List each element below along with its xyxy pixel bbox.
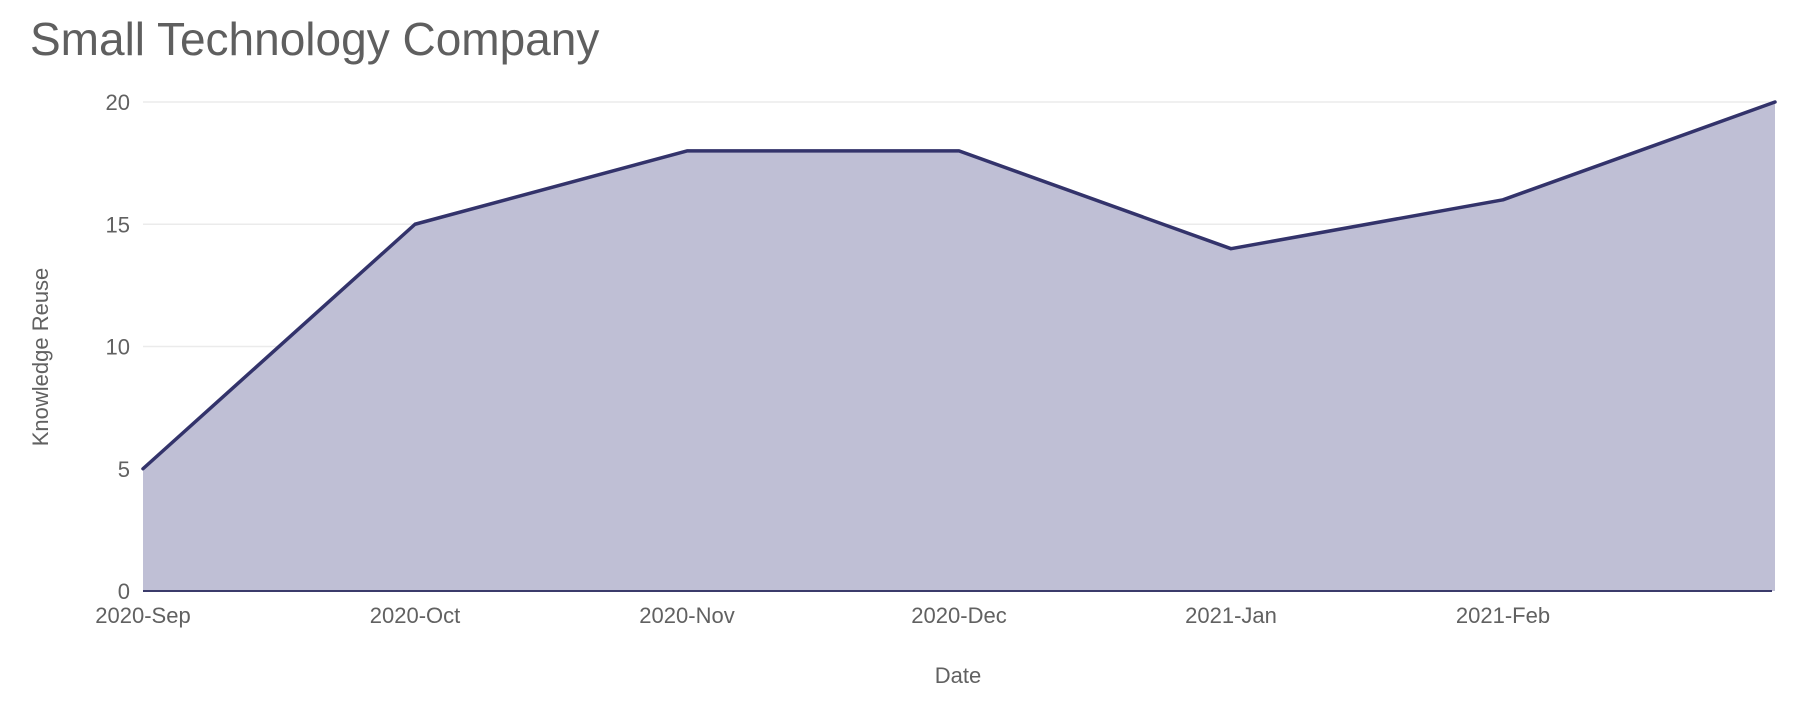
x-tick-label: 2020-Dec	[911, 603, 1006, 628]
x-tick-label: 2020-Sep	[95, 603, 190, 628]
y-axis-label: Knowledge Reuse	[28, 268, 53, 447]
area-fill	[143, 102, 1775, 591]
x-tick-labels: 2020-Sep 2020-Oct 2020-Nov 2020-Dec 2021-Jan…	[95, 603, 1550, 628]
y-tick-label: 15	[106, 212, 130, 237]
series-line	[141, 100, 1777, 471]
chart-title: Small Technology Company	[30, 13, 600, 65]
x-tick-label: 2020-Nov	[639, 603, 734, 628]
y-tick-labels: 0 5 10 15 20	[106, 90, 130, 604]
x-tick-label: 2020-Oct	[370, 603, 461, 628]
x-axis-label: Date	[935, 663, 981, 688]
area-layer	[141, 100, 1777, 591]
x-tick-label: 2021-Feb	[1456, 603, 1550, 628]
x-tick-label: 2021-Jan	[1185, 603, 1277, 628]
y-tick-label: 5	[118, 457, 130, 482]
y-tick-label: 0	[118, 579, 130, 604]
y-tick-label: 20	[106, 90, 130, 115]
y-tick-label: 10	[106, 335, 130, 360]
